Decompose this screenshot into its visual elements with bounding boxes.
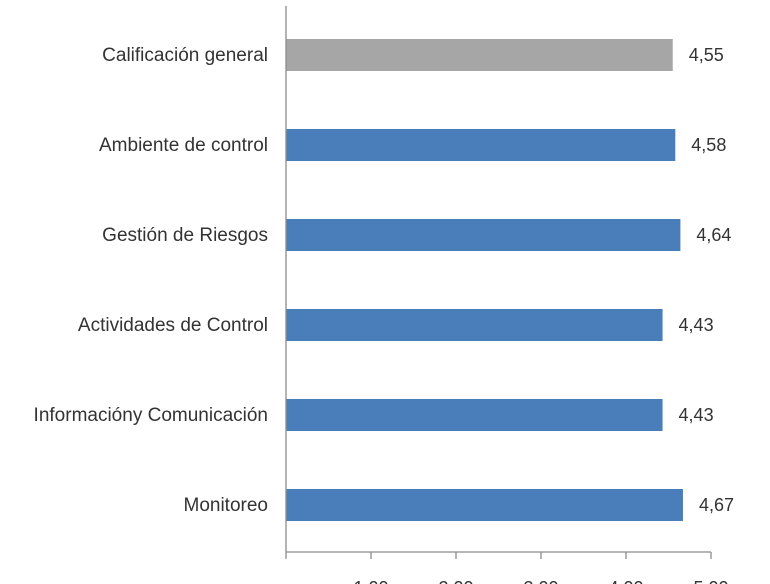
category-label-0: Calificación general	[102, 45, 268, 66]
x-tick-label-0: -	[283, 578, 289, 584]
bar-3	[286, 309, 663, 341]
x-tick-label-5: 5,00	[693, 578, 728, 584]
value-labels-layer: 4,55 4,58 4,64 4,43 4,43 4,67	[679, 45, 734, 515]
category-label-5: Monitoreo	[184, 495, 269, 516]
value-label-1: 4,58	[691, 135, 726, 155]
bars-layer	[286, 39, 683, 521]
value-label-5: 4,67	[699, 495, 734, 515]
category-label-2: Gestión de Riesgos	[102, 225, 268, 246]
bar-5	[286, 489, 683, 521]
x-axis: - 1,00 2,00 3,00 4,00 5,00	[283, 6, 729, 584]
category-label-4: Informacióny Comunicación	[34, 405, 268, 426]
value-label-3: 4,43	[679, 315, 714, 335]
value-label-0: 4,55	[689, 45, 724, 65]
category-labels-layer: Calificación general Ambiente de control G…	[34, 45, 268, 516]
bar-4	[286, 399, 663, 431]
category-label-1: Ambiente de control	[99, 135, 268, 156]
value-label-4: 4,43	[679, 405, 714, 425]
bar-2	[286, 219, 681, 251]
value-label-2: 4,64	[696, 225, 731, 245]
bar-1	[286, 129, 676, 161]
bar-0	[286, 39, 673, 71]
x-tick-label-2: 2,00	[438, 578, 473, 584]
x-tick-label-1: 1,00	[353, 578, 388, 584]
x-tick-label-3: 3,00	[523, 578, 558, 584]
category-label-3: Actividades de Control	[78, 315, 268, 336]
x-tick-label-4: 4,00	[608, 578, 643, 584]
